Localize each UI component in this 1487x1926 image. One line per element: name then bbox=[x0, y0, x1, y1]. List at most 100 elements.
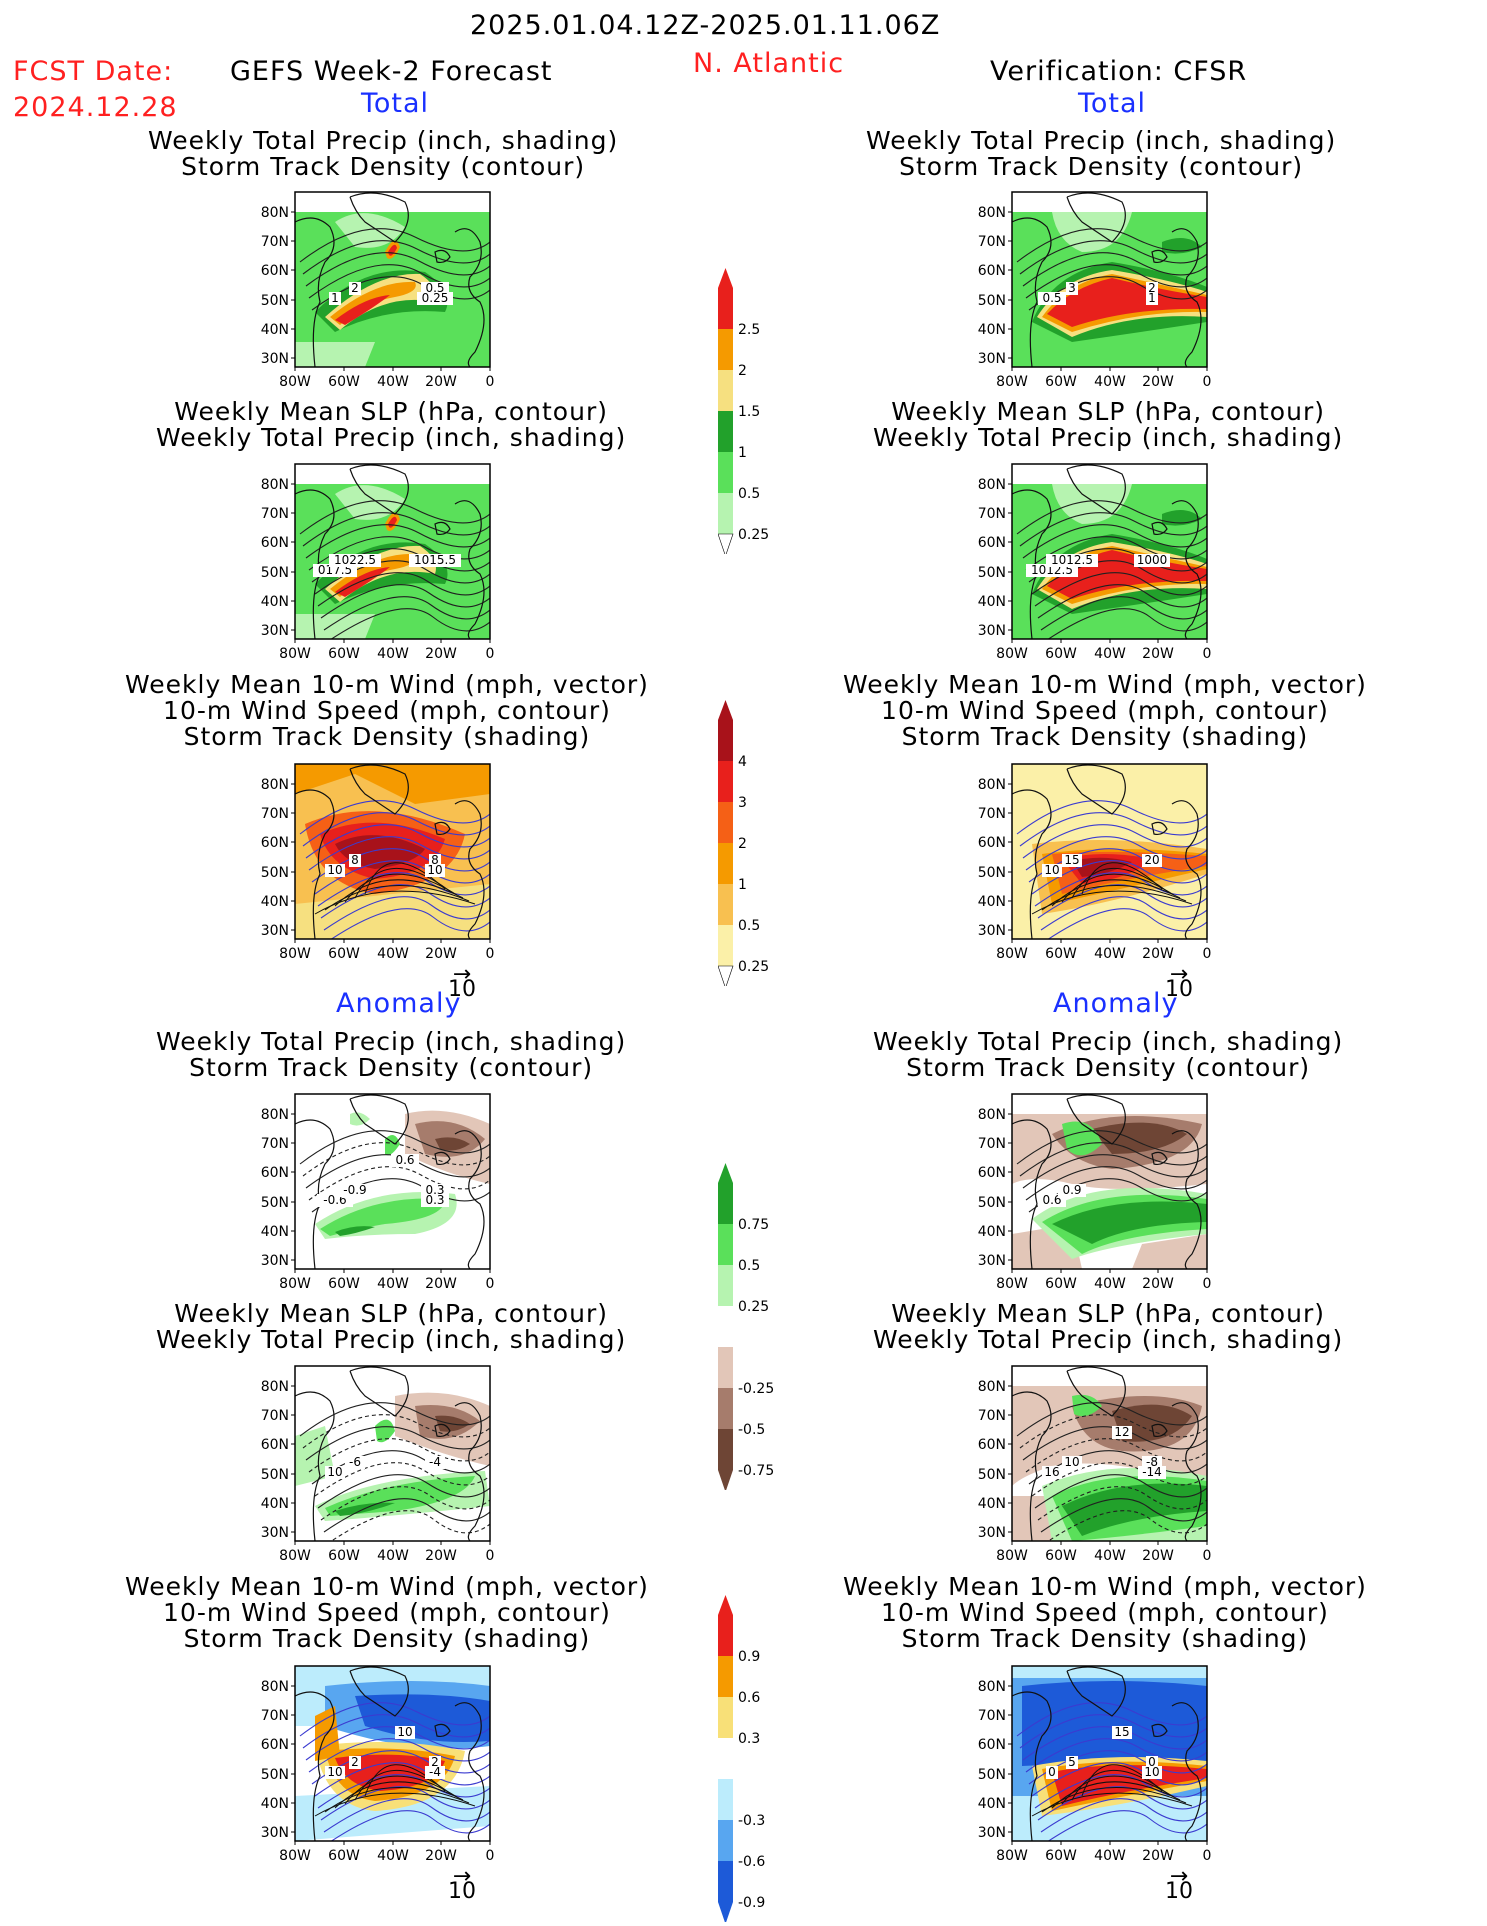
shading-region bbox=[1022, 1681, 1207, 1766]
colorbar-label: 0.3 bbox=[738, 1731, 760, 1747]
colorbar-swatch bbox=[718, 925, 733, 966]
lat-tick-label: 30N bbox=[978, 623, 1006, 639]
colorbar-label: 0.5 bbox=[738, 1258, 760, 1274]
lat-tick-label: 30N bbox=[261, 1525, 289, 1541]
contour-label: 0.25 bbox=[422, 291, 449, 305]
left-total-label: Total bbox=[361, 88, 430, 119]
contour-label: 0.9 bbox=[1062, 1183, 1081, 1197]
lat-tick-label: 50N bbox=[261, 1767, 289, 1783]
lat-tick-label: 50N bbox=[261, 865, 289, 881]
contour-label: 10 bbox=[1064, 1455, 1079, 1469]
lon-tick-label: 0 bbox=[1203, 646, 1212, 662]
lat-tick-label: 40N bbox=[261, 894, 289, 910]
colorbar-total-precip: 2.5 2 1.5 1 0.5 0.25 bbox=[717, 268, 808, 558]
colorbar-swatch bbox=[718, 884, 733, 925]
contour-label: 8 bbox=[431, 853, 439, 867]
lon-tick-label: 60W bbox=[1045, 646, 1077, 662]
colorbar-swatch bbox=[718, 1429, 733, 1470]
colorbar-swatch bbox=[718, 493, 733, 534]
map-panel-fcst-precip-anom: -0.6 -0.9 0.3 0.3 0.6 80N 70N 60N 50N 40N 30N 80W 60… bbox=[250, 1086, 500, 1299]
lat-tick-label: 30N bbox=[978, 1253, 1006, 1269]
lat-tick-label: 60N bbox=[978, 1165, 1006, 1181]
colorbar-swatch bbox=[718, 1738, 733, 1779]
lon-tick-label: 40W bbox=[1094, 646, 1126, 662]
lat-tick-label: 30N bbox=[978, 923, 1006, 939]
panel-title-2: Weekly Total Precip (inch, shading) Storm… bbox=[866, 126, 1337, 181]
colorbar-label: 0.5 bbox=[738, 486, 760, 502]
lon-tick-label: 0 bbox=[486, 946, 495, 962]
lon-tick-label: 60W bbox=[328, 1276, 360, 1292]
colorbar-swatch bbox=[718, 843, 733, 884]
lon-tick-label: 0 bbox=[486, 374, 495, 390]
panel-title-10: Weekly Mean SLP (hPa, contour) Weekly Tot… bbox=[873, 1299, 1344, 1354]
contour-label: 10 bbox=[1144, 1765, 1159, 1779]
lon-tick-label: 20W bbox=[425, 946, 457, 962]
lat-tick-label: 70N bbox=[261, 806, 289, 822]
colorbar-label: -0.3 bbox=[738, 1813, 765, 1829]
lon-tick-label: 20W bbox=[1142, 1848, 1174, 1864]
lat-tick-label: 40N bbox=[261, 1224, 289, 1240]
colorbar-swatch bbox=[718, 288, 733, 329]
lat-tick-label: 30N bbox=[261, 351, 289, 367]
colorbar-label: 0.5 bbox=[738, 918, 760, 934]
contour-label: 0.3 bbox=[425, 1193, 444, 1207]
colorbar-label: 0.75 bbox=[738, 1217, 769, 1233]
colorbar-label: 3 bbox=[738, 795, 747, 811]
lat-tick-label: 60N bbox=[261, 263, 289, 279]
colorbar-swatch bbox=[718, 1224, 733, 1265]
date-range-title: 2025.01.04.12Z-2025.01.11.06Z bbox=[470, 10, 941, 41]
colorbar-label: 0.25 bbox=[738, 1299, 769, 1315]
lat-tick-label: 60N bbox=[978, 263, 1006, 279]
lon-tick-label: 80W bbox=[996, 1276, 1028, 1292]
lon-tick-label: 80W bbox=[279, 946, 311, 962]
panel-title-9: Weekly Mean SLP (hPa, contour) Weekly Tot… bbox=[156, 1299, 627, 1354]
lat-tick-label: 50N bbox=[261, 293, 289, 309]
contour-label: -6 bbox=[349, 1455, 361, 1469]
lat-tick-label: 50N bbox=[261, 565, 289, 581]
contour-label: 1012.5 bbox=[1051, 553, 1093, 567]
lat-tick-label: 30N bbox=[261, 923, 289, 939]
colorbar-anom-precip: 0.75 0.5 0.25 -0.25 -0.5 -0.75 bbox=[718, 1163, 808, 1494]
shading-region bbox=[1062, 1483, 1207, 1536]
lon-tick-label: 40W bbox=[377, 1548, 409, 1564]
lat-tick-label: 40N bbox=[261, 594, 289, 610]
lat-tick-label: 50N bbox=[978, 1195, 1006, 1211]
lat-tick-label: 40N bbox=[978, 594, 1006, 610]
colorbar-label: 2 bbox=[738, 836, 747, 852]
map-panel-obs-precip-anom: 0.6 0.9 80N 70N 60N 50N 40N 30N 80W 60W 40W 20W 0 bbox=[967, 1086, 1217, 1299]
lon-tick-label: 40W bbox=[377, 646, 409, 662]
lat-tick-label: 50N bbox=[978, 1767, 1006, 1783]
colorbar-label: 1 bbox=[738, 445, 747, 461]
colorbar-swatch bbox=[718, 1347, 733, 1388]
shading-region bbox=[335, 567, 390, 597]
colorbar-swatch bbox=[718, 1861, 733, 1902]
colorbar-anom-track: 0.9 0.6 0.3 -0.3 -0.6 -0.9 bbox=[718, 1595, 808, 1926]
shading-region bbox=[335, 1226, 375, 1236]
lon-tick-label: 60W bbox=[1045, 1548, 1077, 1564]
lon-tick-label: 40W bbox=[1094, 1276, 1126, 1292]
map-panel-obs-wind-anom: 0 5 0 10 15 80N 70N 60N 50N 40N 30N 80W 60W 40W 20W 0 bbox=[967, 1658, 1217, 1871]
colorbar-label: 2 bbox=[738, 363, 747, 379]
lon-tick-label: 20W bbox=[425, 1276, 457, 1292]
contour-label: -14 bbox=[1142, 1465, 1162, 1479]
contour-label: 10 bbox=[1044, 863, 1059, 877]
contour-label: 0.6 bbox=[395, 1153, 414, 1167]
vector-reference-1: → 10 bbox=[448, 962, 476, 1002]
lat-tick-label: 50N bbox=[978, 293, 1006, 309]
map-panel-obs-slp-precip: 1012.5 1012.5 1000 80N 70N 60N 50N 40N 30N 80W 60W… bbox=[967, 456, 1217, 669]
colorbar-label: -0.75 bbox=[738, 1463, 774, 1479]
shading-region bbox=[375, 1419, 395, 1443]
contour-label: 10 bbox=[327, 1765, 342, 1779]
arrow-icon: → bbox=[1169, 1864, 1189, 1889]
contour-label: 12 bbox=[1114, 1425, 1129, 1439]
left-column-title: GEFS Week-2 Forecast bbox=[230, 56, 553, 87]
colorbar-label: -0.6 bbox=[738, 1854, 765, 1870]
shading-region bbox=[435, 1137, 470, 1151]
fcst-date-label: FCST Date: bbox=[13, 56, 174, 87]
shading-region bbox=[1072, 1394, 1102, 1417]
colorbar-swatch bbox=[718, 329, 733, 370]
contour-label: 0.5 bbox=[1042, 291, 1061, 305]
right-anomaly-label: Anomaly bbox=[1053, 988, 1179, 1019]
lat-tick-label: 50N bbox=[978, 565, 1006, 581]
region-title: N. Atlantic bbox=[693, 48, 845, 79]
